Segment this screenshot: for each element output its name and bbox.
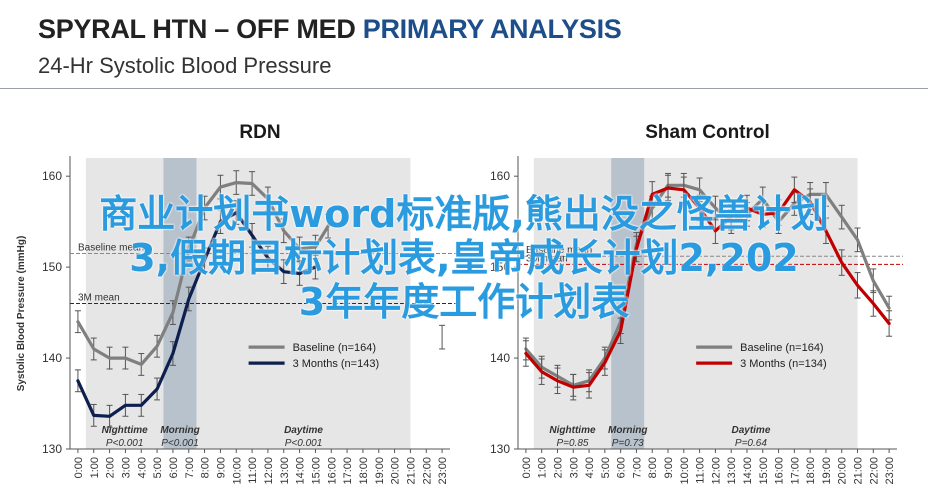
x-tick-label: 8:00 [200,457,212,478]
band-pvalue: P=0.85 [556,438,588,449]
x-tick-label: 19:00 [374,457,386,485]
series-line-0 [76,181,330,366]
x-tick-label: 22:00 [868,457,880,485]
x-tick-label: 1:00 [537,457,549,478]
x-tick-label: 17:00 [342,457,354,485]
band-morning [611,158,645,449]
x-tick-label: 22:00 [421,457,433,485]
series-line-0 [524,183,891,387]
x-tick-label: 21:00 [853,457,865,485]
chart-sham-control: Sham Control 130 140 150 160 0:00 1:00 2:00 3:00… [490,122,903,485]
x-tick-label: 4:00 [136,457,148,478]
x-tick-label: 0:00 [73,457,85,478]
chart-title: RDN [239,122,280,143]
x-tick-label: 3:00 [120,457,132,478]
x-tick-label: 5:00 [152,457,164,478]
x-tick-label: 12:00 [710,457,722,485]
series-line-1 [524,186,891,389]
band-pvalue: P=0.64 [735,438,767,449]
band-label: Nighttime [102,425,149,436]
x-tick-label: 5:00 [600,457,612,478]
x-tick-label: 2:00 [105,457,117,478]
x-tick-label: 9:00 [215,457,227,478]
ref-line-label-1: 3M mean [526,253,568,264]
y-tick-label: 130 [490,442,510,456]
y-tick-label: 150 [490,260,510,274]
chart-rdn: RDN 130 140 150 160 Systolic Blood Pressure (… [16,122,456,485]
band-label: Morning [608,425,647,436]
slide-title: SPYRAL HTN – OFF MED PRIMARY ANALYSIS [38,14,622,45]
x-tick-label: 13:00 [726,457,738,485]
title-accent: PRIMARY ANALYSIS [362,14,622,44]
legend-label: Baseline (n=164) [740,342,823,354]
x-tick-label: 6:00 [168,457,180,478]
x-tick-label: 10:00 [231,457,243,485]
x-tick-label: 23:00 [884,457,896,485]
legend-label: Baseline (n=164) [293,342,376,354]
x-tick-label: 18:00 [805,457,817,485]
legend-label: 3 Months (n=143) [293,358,380,370]
y-tick-label: 130 [42,442,62,456]
ref-line-label-0: Baseline mean [526,245,592,256]
band-label: Nighttime [549,425,596,436]
y-tick-label: 160 [42,169,62,183]
x-tick-label: 2:00 [552,457,564,478]
x-tick-label: 7:00 [184,457,196,478]
ref-line-label-1: 3M mean [78,293,120,304]
y-tick-label: 150 [42,260,62,274]
x-tick-label: 15:00 [758,457,770,485]
x-tick-label: 11:00 [247,457,259,484]
x-tick-label: 23:00 [437,457,449,485]
x-tick-label: 20:00 [390,457,402,485]
band-pvalue: P<0.001 [161,438,199,449]
title-main: SPYRAL HTN – OFF MED [38,14,363,44]
x-tick-label: 15:00 [310,457,322,485]
y-tick-label: 140 [42,351,62,365]
x-tick-label: 14:00 [742,457,754,485]
x-tick-label: 12:00 [263,457,275,485]
x-tick-label: 21:00 [405,457,417,485]
x-tick-label: 0:00 [521,457,533,478]
x-tick-label: 10:00 [679,457,691,485]
chart-title: Sham Control [645,122,770,143]
band-pvalue: P<0.001 [106,438,144,449]
slide-subtitle: 24-Hr Systolic Blood Pressure [38,53,332,78]
x-tick-label: 6:00 [616,457,628,478]
x-tick-label: 14:00 [295,457,307,485]
x-tick-label: 18:00 [358,457,370,485]
band-pvalue: P=0.73 [612,438,644,449]
x-tick-label: 11:00 [695,457,707,484]
x-tick-label: 16:00 [774,457,786,485]
slide-header: SPYRAL HTN – OFF MED PRIMARY ANALYSIS 24… [0,0,928,89]
y-tick-label: 140 [490,351,510,365]
x-tick-label: 9:00 [663,457,675,478]
x-tick-label: 17:00 [789,457,801,485]
ref-line-label-0: Baseline mean [78,242,144,253]
x-tick-label: 13:00 [279,457,291,485]
y-axis-label: Systolic Blood Pressure (mmHg) [16,236,27,392]
x-tick-label: 4:00 [584,457,596,478]
band-label: Daytime [731,425,770,436]
x-tick-label: 19:00 [821,457,833,485]
x-tick-label: 3:00 [568,457,580,478]
band-pvalue: P<0.001 [285,438,323,449]
x-tick-label: 20:00 [837,457,849,485]
band-label: Daytime [284,425,323,436]
y-tick-label: 160 [490,169,510,183]
x-tick-label: 1:00 [89,457,101,478]
legend-label: 3 Months (n=134) [740,358,827,370]
band-daytime [644,158,858,449]
x-tick-label: 7:00 [631,457,643,478]
x-tick-label: 16:00 [326,457,338,485]
x-tick-label: 8:00 [647,457,659,478]
band-label: Morning [160,425,199,436]
band-nighttime [533,158,612,449]
